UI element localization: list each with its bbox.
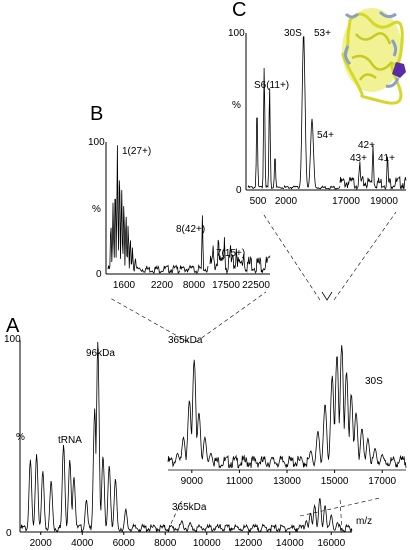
panel-a-spectrum-line <box>20 341 353 533</box>
panel-b-annotation: 7(15+) <box>216 248 245 259</box>
panel-c-annotation: 53+ <box>314 28 331 39</box>
panel-b-annotation: 1(27+) <box>122 146 151 157</box>
inset-x-tick-label: 17000 <box>368 476 396 487</box>
structure-body <box>342 8 402 92</box>
panel-a-xlabel: m/z <box>356 516 372 527</box>
panel-a-x-tick-label: 14000 <box>276 538 304 549</box>
zoom-line <box>167 499 183 531</box>
panel-c-annotation: 43+ <box>350 153 367 164</box>
panel-a: A 100 % 0 m/z 20004000600080001000012000… <box>4 315 407 549</box>
inset-spectrum-line <box>167 345 407 469</box>
panel-a-y-max-label: 100 <box>4 334 21 345</box>
panel-b-ylabel: % <box>92 204 101 215</box>
panel-b-x-tick-label: 8000 <box>183 280 206 291</box>
panel-c-annotation: S6(11+) <box>254 80 289 91</box>
panel-b-spectrum-segment <box>209 237 271 275</box>
inset-x-tick-label: 15000 <box>321 476 349 487</box>
panel-b-x-tick-label: 1600 <box>113 280 136 291</box>
panel-a-x-tick-label: 6000 <box>113 538 136 549</box>
panel-c-y-min-label: 0 <box>236 185 242 196</box>
panel-b-y-max-label: 100 <box>88 137 105 148</box>
inset-label-30s: 30S <box>365 376 383 387</box>
panel-c-spectrum-segment <box>283 36 341 190</box>
panel-c-spectrum-lines <box>247 36 407 191</box>
inset-x-ticks: 9000 11000 13000 15000 17000 <box>181 470 397 487</box>
structure-backbone <box>341 12 404 105</box>
panel-b-y-min-label: 0 <box>96 269 102 280</box>
panel-b-letter: B <box>90 103 103 125</box>
zoom-caret <box>321 291 333 301</box>
panel-c-spectrum-segment <box>339 145 407 191</box>
panel-a-x-tick-label: 12000 <box>234 538 262 549</box>
structure-s6-highlight <box>392 62 406 78</box>
panel-a-annotation-96kda: 96kDa <box>86 348 115 359</box>
structure-backbone <box>351 32 393 81</box>
panel-a-x-ticks: 2000 4000 6000 8000 10000 12000 14000 16000 <box>30 532 346 549</box>
panel-a-y-min-label: 0 <box>6 528 12 539</box>
panel-b-x-tick-label: 22500 <box>242 280 270 291</box>
zoom-line <box>339 497 343 533</box>
zoom-line-b-right <box>195 291 267 343</box>
panel-a-annotation-trna: tRNA <box>58 435 82 446</box>
panel-c-x-tick-label: 17000 <box>332 196 360 207</box>
ribosome-structure-image <box>341 8 406 105</box>
panel-c-letter: C <box>232 0 246 21</box>
panel-b-spectrum-lines <box>107 145 271 275</box>
structure-proteins <box>343 10 400 88</box>
panel-c-annotations: 30S 53+ 54+ S6(11+) 43+ 42+41+ <box>254 28 395 164</box>
zoom-line-b-left <box>109 297 189 343</box>
panel-b: B 100 % 0 1600 2200 8000 17500 22500 1(27+) 8… <box>88 103 271 291</box>
panel-a-annotation-365kda-low: 365kDa <box>172 502 207 513</box>
panel-c-y-max-label: 100 <box>228 28 245 39</box>
panel-c-annotation: 54+ <box>317 130 334 141</box>
panel-c-spectrum-segment <box>247 67 285 190</box>
panel-b-annotation: 8(42+) <box>176 224 205 235</box>
panel-a-x-tick-label: 10000 <box>193 538 221 549</box>
panel-b-x-ticks: 1600 2200 8000 17500 22500 <box>113 280 270 291</box>
panel-c-x-tick-label: 2000 <box>275 196 298 207</box>
panel-b-spectrum-segment <box>179 215 209 274</box>
panel-b-x-tick-label: 2200 <box>151 280 174 291</box>
panel-b-annotations: 1(27+) 8(42+) 7(15+) <box>122 146 245 259</box>
panel-c-annotation: 42+ <box>358 140 375 151</box>
panel-c-ylabel: % <box>232 100 241 111</box>
panel-c-x-ticks: 500 2000 17000 19000 <box>250 196 399 207</box>
panel-c-annotation: 30S <box>284 28 302 39</box>
panel-c: C 100 % 0 500 2000 17000 19000 30S 53+ 54+ S6(… <box>228 0 407 207</box>
inset-x-tick-label: 13000 <box>273 476 301 487</box>
panel-b-x-tick-label: 17500 <box>212 280 240 291</box>
panel-c-x-tick-label: 19000 <box>370 196 398 207</box>
panel-a-x-tick-label: 8000 <box>154 538 177 549</box>
panel-c-x-tick-label: 500 <box>250 196 267 207</box>
panel-a-x-tick-label: 16000 <box>317 538 345 549</box>
panel-b-spectrum-segment <box>107 145 181 274</box>
panel-a-x-tick-label: 4000 <box>71 538 94 549</box>
zoom-line-c-right <box>333 211 397 301</box>
inset-x-tick-label: 9000 <box>181 476 204 487</box>
panel-a-letter: A <box>6 315 20 337</box>
panel-c-annotation: 41+ <box>378 153 395 164</box>
panel-a-x-tick-label: 2000 <box>30 538 53 549</box>
inset-x-tick-label: 11000 <box>226 476 254 487</box>
zoom-line-c-left <box>261 211 321 301</box>
